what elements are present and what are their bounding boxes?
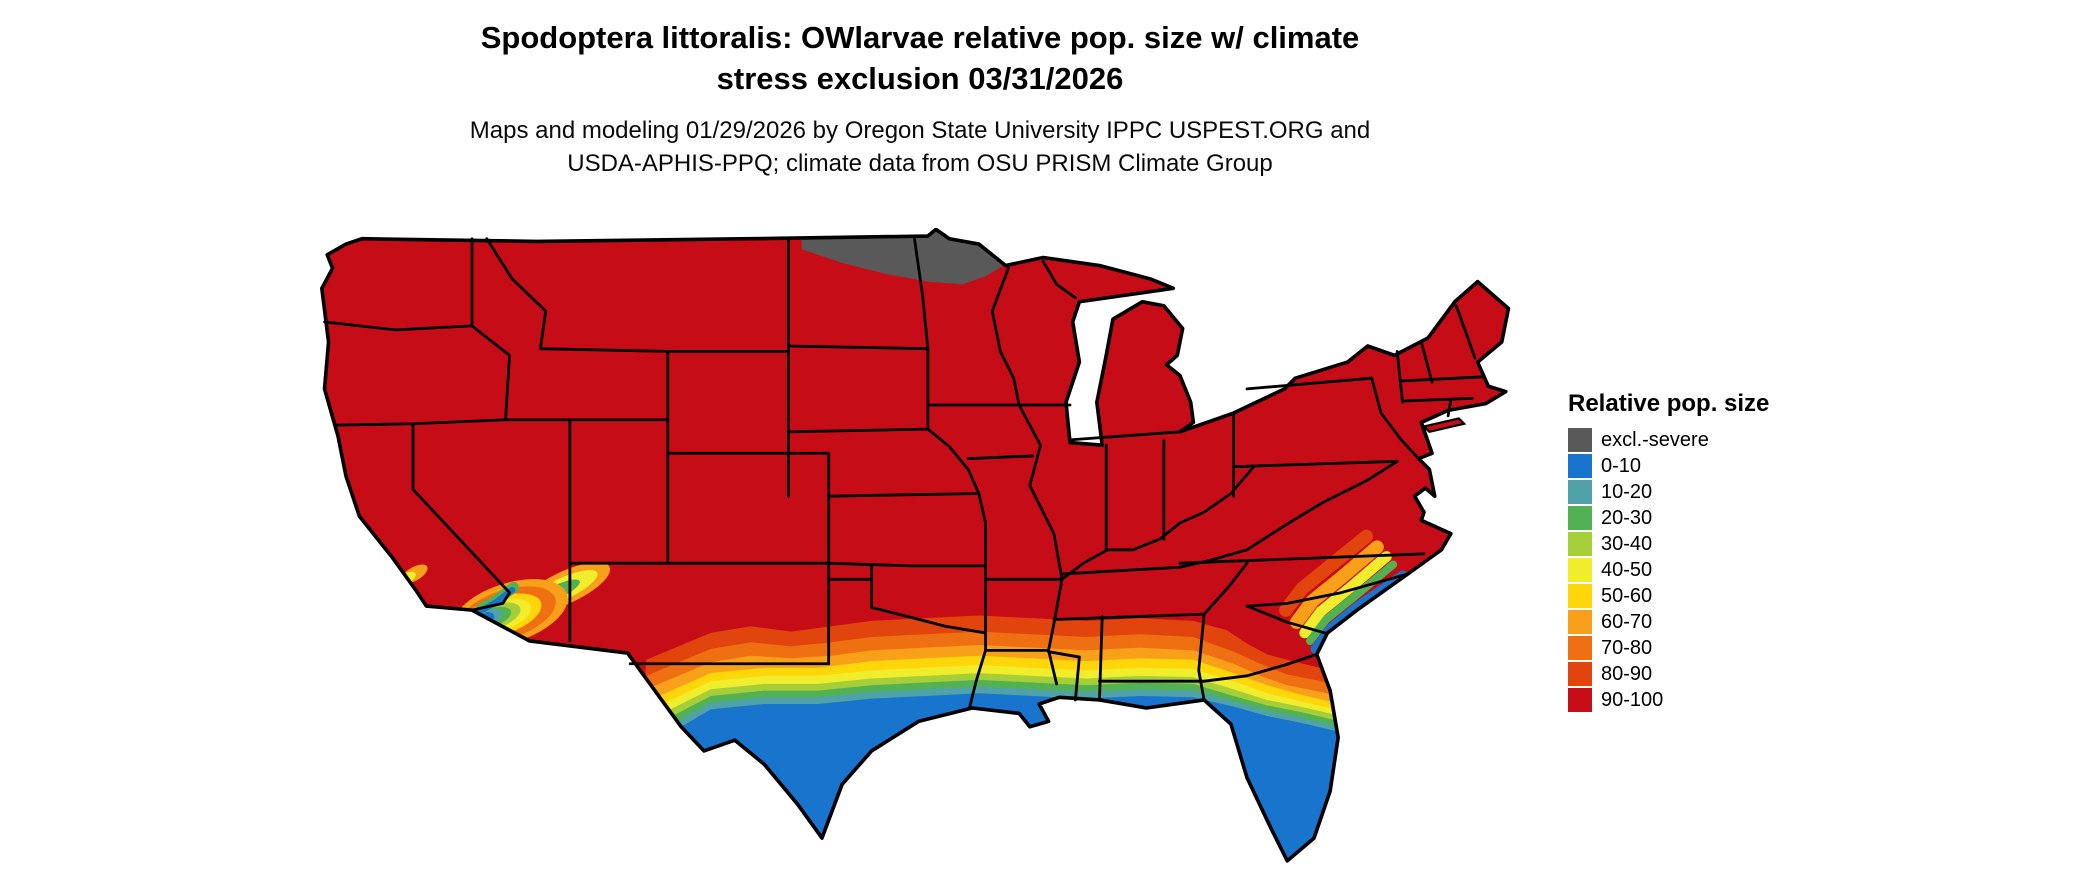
legend-label: 60-70 [1601, 610, 1653, 633]
long-island [1421, 417, 1467, 433]
legend-swatch [1568, 454, 1592, 478]
legend-label: 40-50 [1601, 558, 1653, 581]
subtitle-line-1: Maps and modeling 01/29/2026 by Oregon S… [469, 116, 1371, 144]
legend-swatch [1568, 558, 1592, 582]
legend-title: Relative pop. size [1568, 390, 1770, 417]
legend-swatch [1568, 662, 1592, 686]
page-title-line-1: Spodoptera littoralis: OWlarvae relative… [480, 20, 1360, 55]
legend: Relative pop. size excl.-severe 0-10 10-20… [1568, 390, 1828, 714]
legend-row: 40-50 [1568, 558, 1828, 582]
legend-row: 90-100 [1568, 688, 1828, 712]
legend-swatch [1568, 480, 1592, 504]
legend-swatch [1568, 532, 1592, 556]
legend-swatch [1568, 584, 1592, 608]
page-title-line-2: stress exclusion 03/31/2026 [716, 60, 1124, 96]
subtitle-line-2: USDA-APHIS-PPQ; climate data from OSU PR… [567, 150, 1273, 178]
legend-label: 30-40 [1601, 532, 1653, 555]
map-figure [308, 228, 1529, 885]
legend-label: 70-80 [1601, 636, 1653, 659]
legend-row: 70-80 [1568, 636, 1828, 660]
legend-swatch [1568, 506, 1592, 530]
legend-swatch [1568, 428, 1592, 452]
state-borders [323, 237, 1485, 710]
legend-label: 90-100 [1601, 688, 1664, 711]
legend-row: 0-10 [1568, 454, 1828, 478]
legend-row: 10-20 [1568, 480, 1828, 504]
map-outline [320, 228, 1511, 863]
subtitle: Maps and modeling 01/29/2026 by Oregon S… [0, 114, 1840, 181]
legend-rows: excl.-severe 0-10 10-20 20-30 30-40 40-50 50-6… [1568, 428, 1828, 712]
legend-label: 10-20 [1601, 480, 1653, 503]
legend-label: 80-90 [1601, 662, 1653, 685]
legend-label: 20-30 [1601, 506, 1653, 529]
legend-swatch [1568, 688, 1592, 712]
legend-swatch [1568, 610, 1592, 634]
legend-row: 20-30 [1568, 506, 1828, 530]
legend-row: 30-40 [1568, 532, 1828, 556]
legend-row: excl.-severe [1568, 428, 1828, 452]
legend-label: excl.-severe [1601, 428, 1709, 451]
fill-excluded-severe [801, 229, 1006, 285]
coastal-bands-southeast [1279, 529, 1408, 654]
legend-label: 50-60 [1601, 584, 1653, 607]
legend-label: 0-10 [1601, 454, 1642, 477]
us-map-svg [320, 228, 1511, 863]
legend-row: 80-90 [1568, 662, 1828, 686]
legend-row: 50-60 [1568, 584, 1828, 608]
legend-row: 60-70 [1568, 610, 1828, 634]
band-0-10 [630, 693, 1509, 861]
legend-swatch [1568, 636, 1592, 660]
header: Spodoptera littoralis: OWlarvae relative… [0, 18, 1840, 181]
